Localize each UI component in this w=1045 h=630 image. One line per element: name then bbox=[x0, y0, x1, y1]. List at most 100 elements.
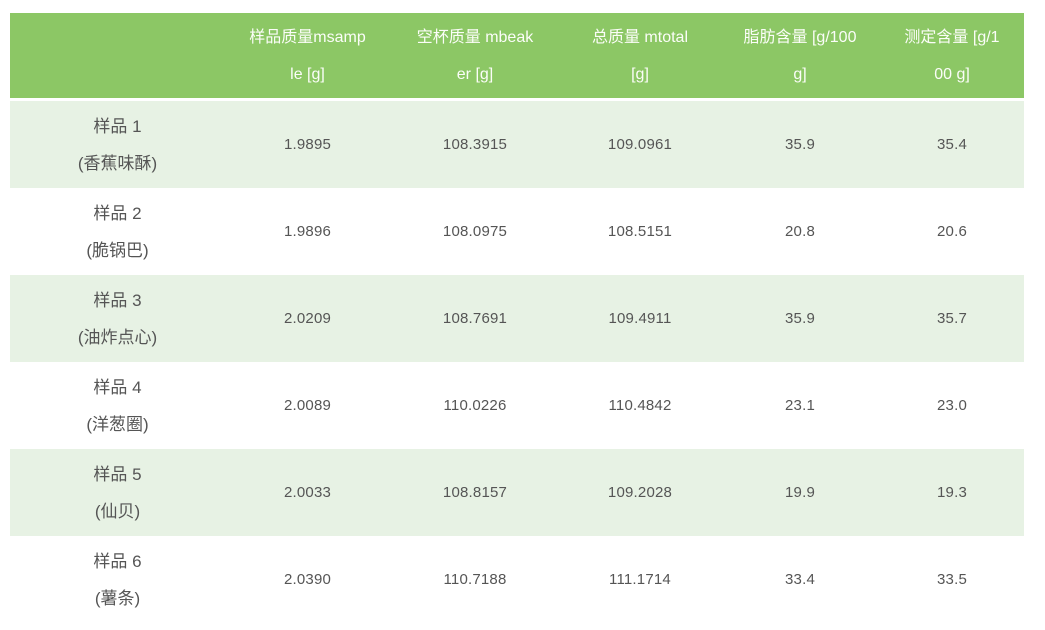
sample-name-cell: 样品 6 (薯条) bbox=[10, 536, 225, 623]
table-row: 样品 1 (香蕉味酥) 1.9895 108.3915 109.0961 35.… bbox=[10, 99, 1024, 189]
fat-content-cell: 35.9 bbox=[720, 275, 880, 362]
msample-cell: 2.0209 bbox=[225, 275, 390, 362]
sample-name-cell: 样品 4 (洋葱圈) bbox=[10, 362, 225, 449]
header-measured-content-line1: 测定含量 [g/1 bbox=[904, 28, 1000, 46]
mtotal-value: 109.2028 bbox=[607, 484, 673, 501]
table-row: 样品 2 (脆锅巴) 1.9896 108.0975 108.5151 20.8… bbox=[10, 188, 1024, 275]
header-total-mass-line1: 总质量 mtotal bbox=[591, 28, 689, 46]
fat-content-value: 20.8 bbox=[785, 223, 815, 240]
mbeaker-cell: 108.7691 bbox=[390, 275, 560, 362]
mbeaker-cell: 110.0226 bbox=[390, 362, 560, 449]
header-fat-content-line1: 脂肪含量 [g/100 bbox=[743, 28, 857, 46]
measured-content-value: 20.6 bbox=[937, 223, 967, 240]
header-total-mass-line2: [g] bbox=[631, 65, 649, 83]
msample-value: 2.0209 bbox=[283, 310, 332, 327]
measured-content-cell: 35.7 bbox=[880, 275, 1024, 362]
fat-content-cell: 23.1 bbox=[720, 362, 880, 449]
measured-content-cell: 35.4 bbox=[880, 100, 1024, 189]
msample-cell: 2.0390 bbox=[225, 536, 390, 623]
sample-name: 样品 3 bbox=[93, 290, 142, 310]
msample-cell: 2.0033 bbox=[225, 449, 390, 536]
table-row: 样品 6 (薯条) 2.0390 110.7188 111.1714 33.4 … bbox=[10, 536, 1024, 623]
mbeaker-cell: 108.0975 bbox=[390, 188, 560, 275]
fat-content-value: 33.4 bbox=[785, 571, 815, 588]
fat-content-cell: 20.8 bbox=[720, 188, 880, 275]
fat-measurement-table: 样品质量msamp le [g] 空杯质量 mbeak er [g] 总质量 m… bbox=[10, 13, 1024, 623]
sample-description: (洋葱圈) bbox=[86, 414, 149, 434]
fat-content-cell: 19.9 bbox=[720, 449, 880, 536]
mtotal-value: 109.4911 bbox=[608, 310, 672, 327]
measured-content-cell: 23.0 bbox=[880, 362, 1024, 449]
header-fat-content: 脂肪含量 [g/100 g] bbox=[720, 13, 880, 101]
msample-cell: 1.9896 bbox=[225, 188, 390, 275]
sample-description: (薯条) bbox=[94, 588, 141, 608]
msample-value: 1.9895 bbox=[283, 136, 332, 153]
header-sample-mass: 样品质量msamp le [g] bbox=[225, 13, 390, 101]
table-row: 样品 5 (仙贝) 2.0033 108.8157 109.2028 19.9 … bbox=[10, 449, 1024, 536]
mbeaker-value: 108.0975 bbox=[442, 223, 508, 240]
header-beaker-mass-line1: 空杯质量 mbeak bbox=[416, 28, 534, 46]
table-row: 样品 4 (洋葱圈) 2.0089 110.0226 110.4842 23.1… bbox=[10, 362, 1024, 449]
fat-content-cell: 33.4 bbox=[720, 536, 880, 623]
mtotal-value: 108.5151 bbox=[607, 223, 673, 240]
header-measured-content: 测定含量 [g/1 00 g] bbox=[880, 13, 1024, 101]
sample-name: 样品 1 bbox=[93, 116, 142, 136]
header-fat-content-line2: g] bbox=[793, 65, 807, 83]
mtotal-cell: 109.2028 bbox=[560, 449, 720, 536]
sample-name-cell: 样品 5 (仙贝) bbox=[10, 449, 225, 536]
sample-name: 样品 5 bbox=[93, 464, 142, 484]
header-beaker-mass: 空杯质量 mbeak er [g] bbox=[390, 13, 560, 101]
fat-content-cell: 35.9 bbox=[720, 100, 880, 189]
mbeaker-value: 110.0226 bbox=[443, 397, 507, 414]
header-sample-mass-line1: 样品质量msamp bbox=[249, 28, 366, 46]
measured-content-value: 19.3 bbox=[937, 484, 967, 501]
mbeaker-value: 108.8157 bbox=[442, 484, 508, 501]
measured-content-cell: 33.5 bbox=[880, 536, 1024, 623]
mtotal-cell: 110.4842 bbox=[560, 362, 720, 449]
mbeaker-value: 108.7691 bbox=[442, 310, 508, 327]
msample-cell: 1.9895 bbox=[225, 100, 390, 189]
msample-cell: 2.0089 bbox=[225, 362, 390, 449]
sample-name: 样品 6 bbox=[93, 551, 142, 571]
header-measured-content-line2: 00 g] bbox=[934, 65, 970, 83]
sample-description: (仙贝) bbox=[94, 501, 141, 521]
mtotal-cell: 109.0961 bbox=[560, 100, 720, 189]
sample-description: (油炸点心) bbox=[77, 327, 158, 347]
sample-name-cell: 样品 1 (香蕉味酥) bbox=[10, 100, 225, 189]
mtotal-value: 109.0961 bbox=[607, 136, 673, 153]
mbeaker-cell: 108.3915 bbox=[390, 100, 560, 189]
mtotal-cell: 111.1714 bbox=[560, 536, 720, 623]
mbeaker-cell: 108.8157 bbox=[390, 449, 560, 536]
header-row: 样品质量msamp le [g] 空杯质量 mbeak er [g] 总质量 m… bbox=[10, 13, 1024, 101]
msample-value: 2.0390 bbox=[283, 571, 332, 588]
table-header: 样品质量msamp le [g] 空杯质量 mbeak er [g] 总质量 m… bbox=[10, 13, 1024, 101]
sample-name: 样品 2 bbox=[93, 203, 142, 223]
mtotal-value: 111.1714 bbox=[609, 571, 671, 588]
sample-description: (脆锅巴) bbox=[86, 240, 149, 260]
fat-content-value: 35.9 bbox=[785, 310, 815, 327]
mbeaker-cell: 110.7188 bbox=[390, 536, 560, 623]
mtotal-cell: 109.4911 bbox=[560, 275, 720, 362]
sample-description: (香蕉味酥) bbox=[77, 153, 158, 173]
msample-value: 2.0089 bbox=[283, 397, 332, 414]
fat-content-value: 23.1 bbox=[785, 397, 815, 414]
mtotal-value: 110.4842 bbox=[608, 397, 672, 414]
header-sample-mass-line2: le [g] bbox=[290, 65, 325, 83]
sample-name: 样品 4 bbox=[93, 377, 142, 397]
sample-name-cell: 样品 3 (油炸点心) bbox=[10, 275, 225, 362]
fat-content-value: 19.9 bbox=[785, 484, 815, 501]
measured-content-value: 35.7 bbox=[937, 310, 967, 327]
mbeaker-value: 108.3915 bbox=[442, 136, 508, 153]
mtotal-cell: 108.5151 bbox=[560, 188, 720, 275]
measurement-table-container: 样品质量msamp le [g] 空杯质量 mbeak er [g] 总质量 m… bbox=[10, 13, 1024, 623]
mbeaker-value: 110.7188 bbox=[443, 571, 507, 588]
measured-content-value: 23.0 bbox=[937, 397, 967, 414]
fat-content-value: 35.9 bbox=[785, 136, 815, 153]
header-beaker-mass-line2: er [g] bbox=[456, 65, 494, 83]
measured-content-cell: 20.6 bbox=[880, 188, 1024, 275]
header-corner-cell bbox=[10, 13, 225, 101]
sample-name-cell: 样品 2 (脆锅巴) bbox=[10, 188, 225, 275]
msample-value: 1.9896 bbox=[283, 223, 332, 240]
table-row: 样品 3 (油炸点心) 2.0209 108.7691 109.4911 35.… bbox=[10, 275, 1024, 362]
measured-content-value: 35.4 bbox=[937, 136, 967, 153]
